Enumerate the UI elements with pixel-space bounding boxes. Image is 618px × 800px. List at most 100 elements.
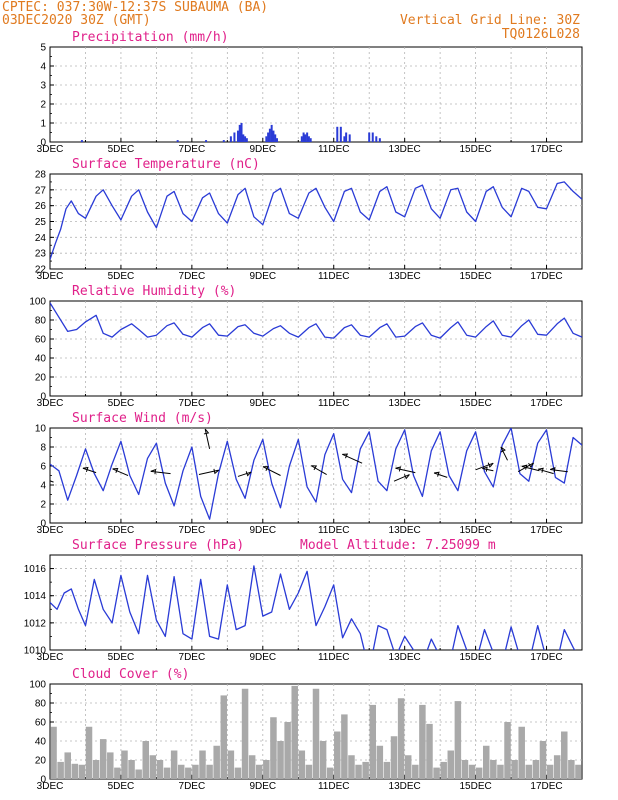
x-tick-label: 5DEC (108, 781, 135, 792)
bar (575, 764, 582, 779)
bar (80, 140, 83, 142)
y-tick-label: 80 (35, 316, 47, 327)
plot-area (50, 428, 582, 520)
bar (284, 722, 291, 779)
bar (236, 130, 239, 142)
bar (461, 760, 469, 779)
bar (300, 136, 303, 142)
bar (99, 739, 107, 779)
bar (156, 760, 164, 779)
y-tick-label: 24 (35, 233, 47, 244)
y-tick-label: 20 (35, 756, 47, 767)
wind-vector-head (433, 471, 440, 477)
header-grid-line: Vertical Grid Line: 30Z (400, 13, 580, 28)
bar (234, 767, 242, 779)
wind-vector-head (538, 467, 544, 473)
bar (238, 124, 241, 142)
x-tick-label: 3DEC (37, 652, 64, 663)
wind-vector (50, 480, 54, 483)
wind-vector-head (311, 465, 318, 471)
y-tick-label: 10 (35, 424, 47, 435)
bar (114, 767, 121, 779)
y-tick-label: 0 (40, 519, 46, 530)
bar (334, 731, 341, 779)
bar (176, 140, 179, 142)
bar (206, 764, 213, 779)
x-tick-label: 9DEC (249, 781, 276, 792)
bar (539, 741, 547, 779)
bar (85, 726, 93, 779)
x-tick-label: 11DEC (318, 652, 350, 663)
x-tick-label: 17DEC (530, 144, 562, 155)
header-model-id: TQ0126L028 (502, 27, 580, 42)
bar (92, 760, 100, 779)
bar (149, 755, 157, 779)
bar (233, 132, 236, 142)
bar (270, 717, 277, 779)
wind-vector (393, 474, 410, 482)
bar (595, 136, 597, 142)
x-tick-label: 3DEC (37, 144, 64, 155)
wind-vector-head (82, 466, 89, 472)
x-tick-label: 5DEC (108, 271, 135, 282)
bar (397, 698, 405, 779)
x-tick-label: 13DEC (389, 144, 421, 155)
x-tick-label: 5DEC (108, 525, 135, 536)
x-tick-label: 7DEC (179, 398, 206, 409)
bar (375, 136, 378, 142)
plot-area (50, 181, 582, 260)
x-tick-label: 15DEC (459, 652, 491, 663)
x-tick-label: 13DEC (389, 271, 421, 282)
bar (426, 723, 433, 779)
bar (270, 124, 273, 142)
panel-pres: 1010 1012 1014 1016 3DEC 5DEC 7DEC 9DEC 11DEC 13D… (24, 538, 583, 663)
plot-area (50, 302, 582, 339)
y-tick-label: 1 (40, 119, 46, 130)
bar (274, 134, 277, 142)
wind-vector-head (112, 468, 119, 473)
y-tick-label: 100 (29, 680, 46, 691)
x-tick-label: 17DEC (530, 398, 562, 409)
x-tick-label: 11DEC (318, 144, 350, 155)
bar (241, 688, 249, 779)
bar (371, 132, 374, 142)
bar (368, 132, 371, 142)
wind-vector-head (528, 462, 534, 469)
y-tick-label: 60 (35, 335, 47, 346)
bar (142, 741, 150, 779)
y-tick-label: 5 (40, 43, 46, 54)
y-tick-label: 1012 (24, 618, 47, 629)
x-tick-label: 7DEC (179, 781, 206, 792)
wind-vector (395, 467, 416, 474)
y-tick-label: 60 (35, 718, 47, 729)
panel-frame (49, 300, 583, 397)
x-tick-label: 11DEC (318, 271, 350, 282)
panel-title: Surface Pressure (hPa) (72, 538, 244, 553)
panel-rh: 0 20 40 60 80 100 3DEC 5DEC 7DEC 9DEC 11DEC 13DEC 15… (29, 284, 583, 409)
bar (390, 736, 398, 779)
wind-vector-head (342, 453, 349, 459)
bar (205, 140, 208, 142)
x-tick-label: 13DEC (389, 781, 421, 792)
series-line (50, 565, 576, 650)
header: CPTEC: 037:30W-12:37S SUBAUMA (BA) 03DEC… (2, 0, 580, 42)
y-tick-label: 2 (40, 100, 46, 111)
x-tick-label: 17DEC (530, 271, 562, 282)
y-tick-label: 0 (40, 138, 46, 149)
x-tick-label: 7DEC (179, 525, 206, 536)
y-tick-label: 27 (35, 185, 47, 196)
bar (50, 726, 57, 779)
bar (345, 132, 348, 142)
panel-title: Relative Humidity (%) (72, 284, 236, 299)
bar (440, 761, 447, 779)
panel-cloud: 0 20 40 60 80 100 3DEC 5DEC 7DEC 9DEC 11DEC 13DEC 15… (29, 667, 583, 792)
plot-area (80, 123, 597, 142)
bar (227, 750, 235, 779)
wind-vector (262, 466, 281, 476)
bar (277, 741, 284, 779)
bar (383, 761, 391, 779)
wind-vector-head (500, 446, 506, 453)
panel-title: Surface Temperature (nC) (72, 157, 260, 172)
wind-vector-head (487, 462, 494, 468)
